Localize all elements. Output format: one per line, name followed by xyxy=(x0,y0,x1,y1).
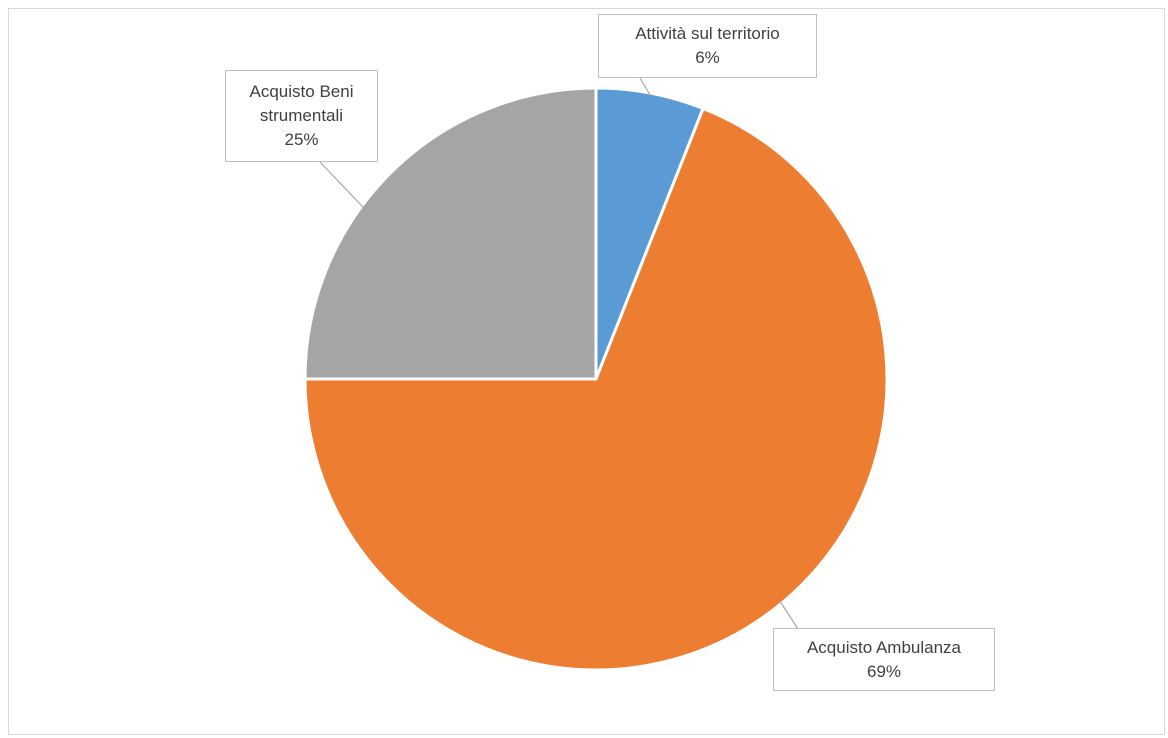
data-label-ambulanza: Acquisto Ambulanza 69% xyxy=(773,628,995,691)
data-label-percent: 25% xyxy=(284,130,319,149)
leader-lines xyxy=(319,77,801,633)
data-label-percent: 69% xyxy=(866,661,902,681)
leader-line xyxy=(779,601,801,633)
data-label-attivita: Attività sul territorio 6% xyxy=(598,14,817,78)
pie-slice xyxy=(303,106,889,672)
pie-slice xyxy=(303,86,598,381)
leader-line xyxy=(319,161,364,208)
leader-line xyxy=(639,77,651,96)
pie-slices xyxy=(303,86,889,672)
data-label-category: strumentali xyxy=(259,106,344,125)
data-label-percent: 6% xyxy=(695,48,720,67)
data-label-category: Acquisto Ambulanza xyxy=(806,637,962,657)
data-label-beni-strumentali: Acquisto Beni strumentali 25% xyxy=(225,70,378,162)
data-label-category: Acquisto Beni xyxy=(249,82,354,101)
data-label-category: Attività sul territorio xyxy=(635,24,780,43)
